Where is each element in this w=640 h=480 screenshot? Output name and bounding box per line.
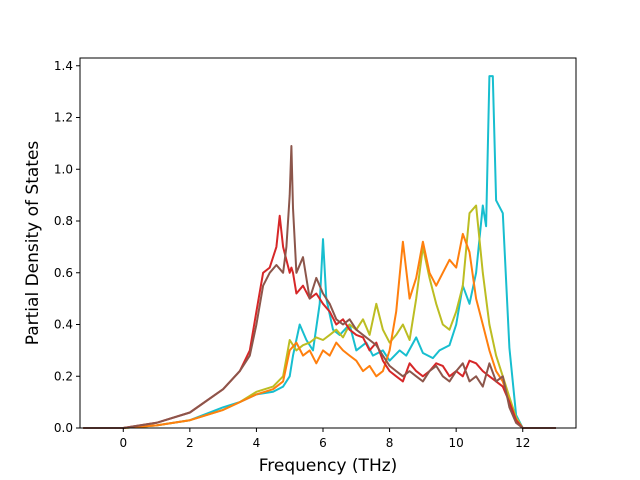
y-tick-label: 0.6	[54, 266, 73, 280]
series-line-3	[83, 232, 556, 429]
y-tick-label: 0.8	[54, 214, 73, 228]
y-tick-label: 0.2	[54, 369, 73, 383]
x-tick-label: 8	[386, 436, 394, 450]
y-tick-label: 0.0	[54, 421, 73, 435]
y-tick-label: 1.4	[54, 59, 73, 73]
series-line-4	[83, 214, 556, 429]
x-tick-label: 6	[319, 436, 327, 450]
x-tick-label: 4	[253, 436, 261, 450]
x-tick-label: 10	[449, 436, 464, 450]
x-tick-label: 12	[515, 436, 530, 450]
series-line-1	[83, 75, 556, 429]
series-line-5	[83, 145, 556, 429]
x-axis-ticks: 0 2 4 6 8 10 12	[119, 428, 530, 450]
y-tick-label: 1.2	[54, 111, 73, 125]
x-axis-label: Frequency (THz)	[259, 456, 398, 476]
series-line-2	[83, 204, 556, 429]
y-axis-ticks: 0.0 0.2 0.4 0.6 0.8 1.0 1.2 1.4	[54, 59, 80, 435]
series-lines	[83, 75, 556, 429]
y-axis-label: Partial Density of States	[23, 141, 43, 346]
y-tick-label: 0.4	[54, 318, 73, 332]
x-tick-label: 2	[186, 436, 194, 450]
plot-frame	[79, 57, 577, 429]
y-tick-label: 1.0	[54, 162, 73, 176]
x-tick-label: 0	[119, 436, 127, 450]
